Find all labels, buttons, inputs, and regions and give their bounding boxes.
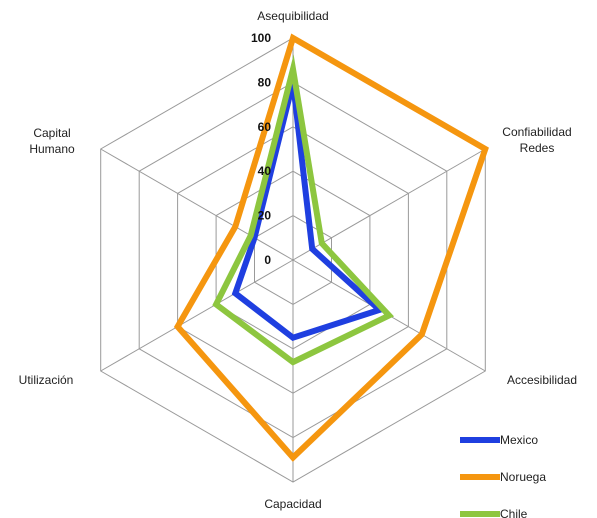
legend: Mexico Noruega Chile (460, 433, 546, 518)
radar-series (173, 33, 489, 462)
tick-label-60: 60 (258, 120, 272, 134)
tick-label-80: 80 (258, 75, 272, 89)
axis-label-1: Confiabilidad Redes (502, 125, 571, 155)
radar-axis-labels: Asequibilidad Confiabilidad Redes Accesibil… (19, 9, 577, 511)
tick-label-100: 100 (251, 31, 271, 45)
axis-label-5: Capital Humano (29, 126, 75, 156)
tick-label-40: 40 (258, 164, 272, 178)
legend-label-noruega: Noruega (500, 470, 546, 484)
axis-label-4: Utilización (19, 373, 74, 387)
grid-spoke (292, 148, 486, 261)
grid-spoke (100, 148, 294, 261)
grid-spoke (100, 259, 294, 372)
axis-label-2: Accesibilidad (507, 373, 577, 387)
axis-label-0: Asequibilidad (257, 9, 328, 23)
radar-tick-labels: 0 20 40 60 80 100 (251, 31, 271, 267)
legend-label-mexico: Mexico (500, 433, 538, 447)
tick-label-20: 20 (258, 209, 272, 223)
series-chile-line (212, 54, 395, 366)
series-mexico-line (231, 65, 386, 342)
tick-label-0: 0 (264, 253, 271, 267)
legend-label-chile: Chile (500, 507, 528, 518)
series-noruega-line (173, 33, 489, 462)
axis-label-3: Capacidad (264, 497, 321, 511)
